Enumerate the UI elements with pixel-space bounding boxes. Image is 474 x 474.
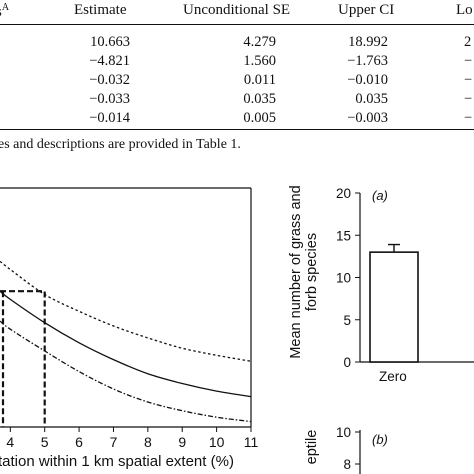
left-x-tick-label: 4 <box>6 434 14 450</box>
table-header-lower-ci: Lo <box>456 2 473 18</box>
table-header-variable: sA <box>0 2 10 20</box>
left-chart-xlabel: tation within 1 km spatial extent (%) <box>0 453 234 470</box>
table-cell: 2 <box>464 34 472 50</box>
table-cell: − <box>464 110 473 126</box>
bar-b-y-tick-label: 10 <box>336 425 351 440</box>
table-cell: 10.663 <box>90 34 130 50</box>
bar-a-y-tick-label: 15 <box>336 228 351 243</box>
left-x-tick-label: 5 <box>41 434 49 450</box>
table-cell: − <box>464 91 473 107</box>
line-series-mean <box>0 290 252 398</box>
table-header-upper-ci: Upper CI <box>338 2 395 18</box>
bar-a-y-tick-label: 5 <box>343 313 351 328</box>
bar-a-y-tick-label: 0 <box>343 355 351 370</box>
table-cell: −1.763 <box>347 53 388 69</box>
table-cell: 18.992 <box>348 34 388 50</box>
left-x-tick-label: 11 <box>244 434 259 450</box>
bar-a-y-tick-label: 20 <box>336 186 351 201</box>
table-bottom-rule <box>0 129 474 130</box>
table-cell: 0.011 <box>243 72 276 88</box>
line-series-lower-ci <box>0 320 252 423</box>
left-x-tick-label: 8 <box>144 434 152 450</box>
table-cell: 0.005 <box>243 110 276 126</box>
left-x-tick-label: 7 <box>110 434 118 450</box>
annotation-dashed-box <box>0 290 46 427</box>
table-footnote: es and descriptions are provided in Tabl… <box>0 137 241 152</box>
table-cell: −0.010 <box>347 72 388 88</box>
bar-b-y-tick-label: 8 <box>343 457 351 472</box>
table-header-unconditional-se: Unconditional SE <box>183 2 291 18</box>
left-x-tick-label: 6 <box>75 434 83 450</box>
table-cell: −0.032 <box>89 72 130 88</box>
table-cell: 0.035 <box>355 91 388 107</box>
panel-b-label: (b) <box>372 432 388 447</box>
bar-a-bar <box>369 251 419 363</box>
bar-a-category-label: Zero <box>379 369 407 384</box>
table-cell: − <box>464 53 473 69</box>
table-cell: −4.821 <box>89 53 130 69</box>
table-header-rule <box>0 24 474 25</box>
table-cell: −0.033 <box>89 91 130 107</box>
table-cell: 0.035 <box>243 91 276 107</box>
table-cell: − <box>464 72 473 88</box>
line-series-upper-ci <box>0 260 252 362</box>
bar-a-y-tick-label: 10 <box>336 271 351 286</box>
table-cell: −0.003 <box>347 110 388 126</box>
left-x-tick-label: 10 <box>209 434 225 450</box>
panel-a-label: (a) <box>372 188 388 203</box>
table-header-estimate: Estimate <box>74 2 127 18</box>
table-cell: −0.014 <box>89 110 130 126</box>
left-x-tick-label: 9 <box>178 434 186 450</box>
table-cell: 4.279 <box>243 34 276 50</box>
table-cell: 1.560 <box>243 53 276 69</box>
